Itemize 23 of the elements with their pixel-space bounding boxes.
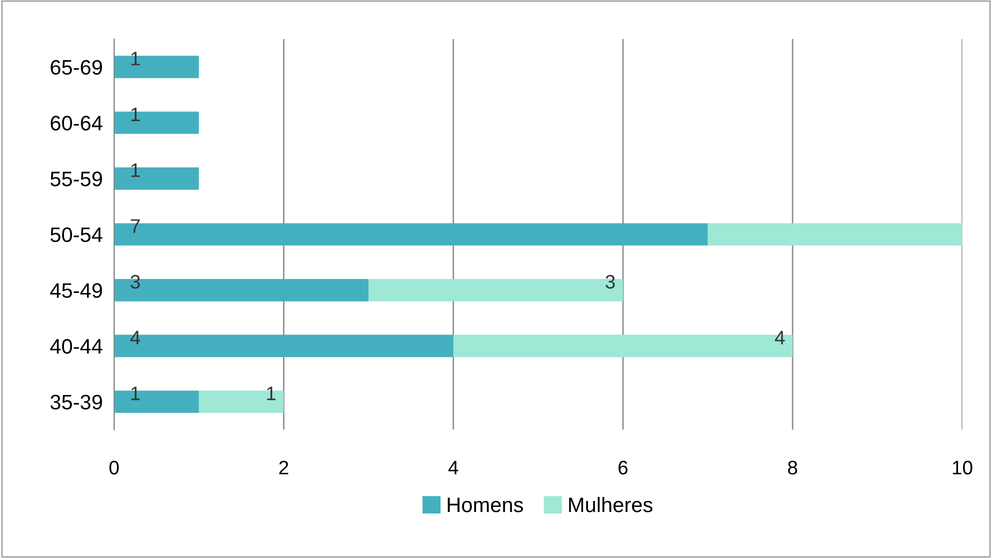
y-tick-label: 35-39 <box>50 394 102 410</box>
legend-label: Homens <box>448 498 523 512</box>
x-tick-label: 4 <box>448 460 458 474</box>
x-tick-label: 0 <box>109 460 119 474</box>
x-tick-label: 6 <box>618 460 628 474</box>
x-tick-label: 8 <box>788 460 798 474</box>
data-label: 1 <box>131 386 140 400</box>
y-tick-label: 60-64 <box>50 116 102 131</box>
bar <box>708 223 962 246</box>
legend-label: Mulheres <box>569 496 652 512</box>
y-tick-label: 65-69 <box>50 60 102 75</box>
data-label: 1 <box>267 386 276 400</box>
data-label: 3 <box>606 274 615 289</box>
y-tick-label: 50-54 <box>50 227 102 242</box>
y-tick-label: 40-44 <box>50 338 102 354</box>
x-tick-label: 2 <box>279 460 288 474</box>
y-tick-label: 55-59 <box>50 172 102 186</box>
data-label: 4 <box>774 330 785 344</box>
data-label: 3 <box>130 274 140 289</box>
data-label: 1 <box>131 164 140 177</box>
y-tick-label: 45-49 <box>50 283 102 298</box>
x-tick-label: 10 <box>952 460 972 474</box>
data-label: 1 <box>131 108 140 122</box>
